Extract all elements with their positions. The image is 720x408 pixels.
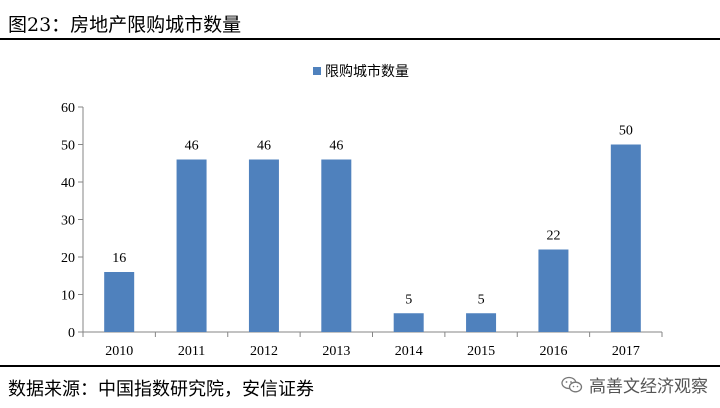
data-label: 46 [185,139,199,154]
data-label: 5 [405,292,412,307]
bottom-divider [0,365,720,367]
bar-chart: 限购城市数量 0 10 20 30 40 50 60 16 2010 46 2011 46 2012 46 2… [61,63,663,359]
y-tick-label: 20 [61,251,75,266]
bar [393,313,424,332]
x-tick-label: 2010 [105,344,133,359]
bar [248,159,279,332]
y-tick-label: 40 [61,176,75,191]
data-label: 22 [546,229,560,244]
legend-label: 限购城市数量 [325,63,409,80]
data-label: 50 [619,124,633,139]
bar [610,144,641,332]
bar [176,159,207,332]
bar [104,272,135,332]
y-tick-label: 30 [61,214,75,229]
legend-swatch [313,67,321,75]
bar [321,159,352,332]
wechat-icon [561,376,583,392]
y-tick-label: 50 [61,139,75,154]
watermark: 高善文经济观察 [561,372,708,397]
x-tick-label: 2012 [250,344,278,359]
data-label: 46 [329,139,343,154]
figure-title: 图23：房地产限购城市数量 [8,14,242,36]
y-tick-label: 60 [61,101,75,116]
data-label: 16 [112,251,126,266]
y-tick-label: 0 [68,326,75,341]
x-tick-label: 2014 [395,344,423,359]
x-tick-label: 2017 [612,344,640,359]
x-tick-label: 2011 [178,344,205,359]
source-note: 数据来源：中国指数研究院，安信证券 [8,379,314,400]
top-divider [0,38,720,40]
y-tick-label: 10 [61,289,75,304]
data-label: 5 [478,292,485,307]
x-tick-label: 2016 [539,344,567,359]
bar [466,313,497,332]
data-label: 46 [257,139,271,154]
watermark-text: 高善文经济观察 [589,377,708,397]
x-tick-label: 2013 [322,344,350,359]
x-tick-label: 2015 [467,344,495,359]
bar [538,249,569,332]
